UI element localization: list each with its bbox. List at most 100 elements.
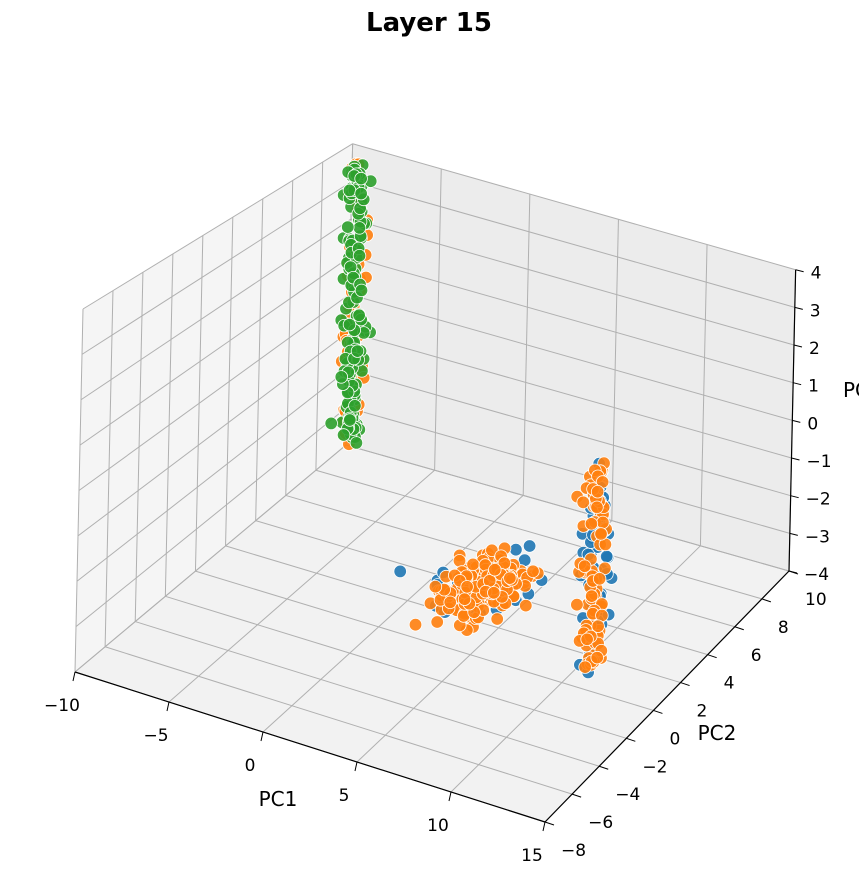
data-point xyxy=(393,564,407,579)
x-tick-label: 15 xyxy=(521,846,543,866)
z-axis-line xyxy=(788,269,797,572)
data-point xyxy=(352,221,367,235)
data-point xyxy=(352,248,367,263)
y-tick-label: 8 xyxy=(778,618,789,638)
grid-line-z xyxy=(76,369,348,582)
data-point xyxy=(592,572,607,586)
data-point xyxy=(584,517,599,531)
data-point xyxy=(352,308,366,323)
grid-line-z xyxy=(350,218,795,346)
data-point xyxy=(354,283,369,298)
y-tick xyxy=(599,765,609,770)
x-tick xyxy=(542,821,546,832)
grid-line-y xyxy=(104,646,573,795)
data-point xyxy=(591,619,605,633)
data-point xyxy=(519,598,533,613)
y-tick-label: −6 xyxy=(588,813,613,833)
data-point xyxy=(341,220,355,234)
axis-panes xyxy=(75,143,796,822)
z-tick-label: 4 xyxy=(811,264,822,284)
pane-left xyxy=(75,143,353,672)
x-axis-line xyxy=(74,671,546,823)
data-point xyxy=(428,580,443,594)
data-point xyxy=(348,399,362,413)
grid-line-z xyxy=(346,406,790,534)
x-tick-label: 0 xyxy=(245,756,256,776)
data-point xyxy=(342,183,357,198)
x-tick xyxy=(448,791,452,802)
z-tick-label: 0 xyxy=(807,414,818,434)
grid-line-z xyxy=(74,444,347,673)
grid-line-x xyxy=(168,469,435,703)
data-point xyxy=(598,561,612,576)
y-tick-label: −2 xyxy=(642,757,667,777)
z-tick xyxy=(789,532,798,536)
z-tick-label: −1 xyxy=(806,452,831,472)
data-point xyxy=(334,370,349,384)
y-axis-line xyxy=(544,570,790,823)
z-axis-label: PC3 xyxy=(843,378,859,402)
y-tick xyxy=(626,737,636,742)
data-point xyxy=(488,563,502,577)
data-point xyxy=(585,589,599,603)
z-tick xyxy=(788,570,798,574)
data-point xyxy=(596,515,610,530)
data-point xyxy=(590,500,604,515)
data-point xyxy=(600,549,614,564)
data-point xyxy=(578,660,592,674)
data-point xyxy=(457,592,472,606)
y-tick xyxy=(544,821,555,826)
z-tick xyxy=(792,419,801,423)
grid-line-z xyxy=(349,293,793,421)
y-tick xyxy=(653,709,663,714)
y-tick xyxy=(680,682,690,687)
x-tick xyxy=(260,731,264,742)
y-tick xyxy=(761,598,772,603)
data-point xyxy=(349,436,364,450)
grid-line-z xyxy=(348,331,792,459)
grid-line-z xyxy=(81,180,353,355)
x-tick xyxy=(354,761,358,772)
x-tick xyxy=(72,671,76,682)
data-point xyxy=(443,595,457,610)
data-point xyxy=(526,564,540,579)
axis-lines xyxy=(72,269,804,832)
z-tick xyxy=(790,495,799,499)
grid-line-z xyxy=(82,143,353,310)
data-point xyxy=(408,618,423,632)
data-point xyxy=(580,632,594,647)
z-tick xyxy=(795,269,804,273)
data-point xyxy=(354,171,368,186)
data-point xyxy=(576,495,590,510)
y-tick-label: 6 xyxy=(751,646,762,666)
grid-line-x xyxy=(356,520,613,763)
data-point xyxy=(578,559,592,573)
grid-line-z xyxy=(77,331,349,537)
data-point xyxy=(350,344,365,358)
data-point xyxy=(466,557,480,572)
data-point xyxy=(594,527,608,541)
grid-line-y xyxy=(135,621,600,767)
data-point xyxy=(342,317,357,332)
grid-line-z xyxy=(80,218,352,401)
y-tick xyxy=(571,793,582,798)
y-tick-label: 10 xyxy=(805,590,827,610)
z-tick-label: 3 xyxy=(810,301,821,321)
x-tick-label: −5 xyxy=(143,726,168,746)
data-point xyxy=(590,485,605,499)
grid-line-z xyxy=(352,143,796,271)
data-point xyxy=(460,580,474,594)
data-point xyxy=(354,186,368,201)
x-tick-label: −10 xyxy=(44,696,80,716)
x-axis-label: PC1 xyxy=(259,787,298,811)
y-tick-label: −8 xyxy=(561,841,586,861)
data-point xyxy=(522,539,537,553)
y-tick-label: 4 xyxy=(724,674,735,694)
z-tick xyxy=(793,344,803,348)
data-points xyxy=(324,157,619,680)
data-point xyxy=(487,586,501,600)
data-point xyxy=(343,413,357,427)
grid-line-z xyxy=(351,180,795,308)
grid-line-z xyxy=(350,256,794,384)
z-tick-label: 1 xyxy=(808,377,819,397)
